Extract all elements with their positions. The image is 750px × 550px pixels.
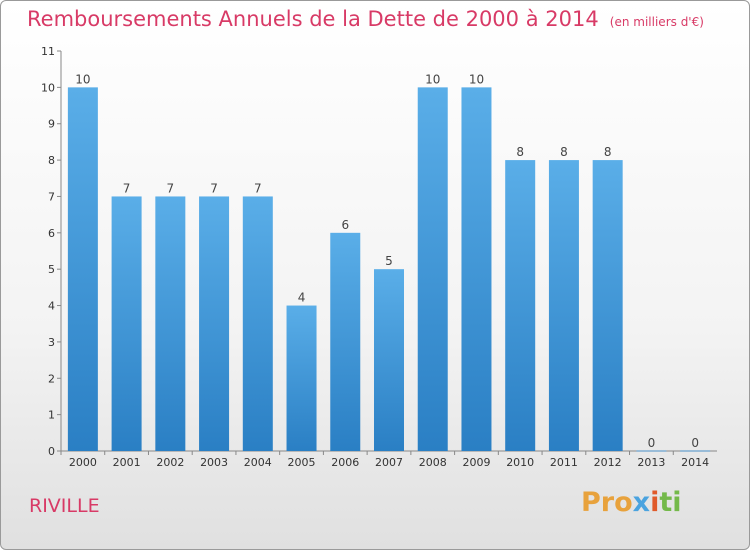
x-tick-label: 2008 [419, 456, 447, 469]
bar [505, 160, 536, 451]
bar [155, 196, 186, 451]
commune-name: RIVILLE [29, 495, 100, 517]
y-tick-label: 7 [48, 190, 55, 203]
data-label: 7 [123, 181, 131, 195]
bar [286, 305, 317, 451]
logo-part-4: ti [659, 487, 682, 518]
x-tick-label: 2013 [637, 456, 665, 469]
y-tick-label: 4 [48, 300, 55, 313]
title-row: Remboursements Annuels de la Dette de 20… [27, 7, 704, 31]
y-tick-label: 1 [48, 409, 55, 422]
bar [374, 269, 404, 451]
chart-title: Remboursements Annuels de la Dette de 20… [27, 7, 599, 31]
bar [548, 160, 579, 451]
x-tick-label: 2001 [113, 456, 141, 469]
chart-unit-note: (en milliers d'€) [609, 15, 704, 29]
logo-part-3: i [650, 487, 660, 518]
data-label: 10 [425, 72, 440, 86]
bar [417, 87, 448, 451]
y-tick-label: 11 [41, 45, 55, 58]
bar [242, 196, 273, 451]
x-tick-label: 2007 [375, 456, 403, 469]
data-label: 8 [560, 145, 568, 159]
data-label: 7 [254, 181, 262, 195]
logo-part-1: Pro [581, 487, 633, 518]
bar [592, 160, 623, 451]
x-tick-label: 2006 [331, 456, 359, 469]
x-tick-label: 2004 [244, 456, 272, 469]
y-tick-label: 5 [48, 263, 55, 276]
x-tick-label: 2010 [506, 456, 534, 469]
data-label: 0 [648, 436, 656, 450]
logo-part-2: x [632, 487, 651, 518]
bar [67, 87, 98, 451]
y-tick-label: 0 [48, 445, 55, 458]
data-label: 10 [469, 72, 484, 86]
bar [461, 87, 492, 451]
data-label: 8 [604, 145, 612, 159]
y-tick-label: 10 [41, 81, 55, 94]
x-tick-label: 2009 [462, 456, 490, 469]
x-tick-label: 2002 [156, 456, 184, 469]
data-label: 6 [341, 218, 349, 232]
data-label: 8 [516, 145, 524, 159]
y-tick-label: 8 [48, 154, 55, 167]
proxiti-logo: Proxiti [581, 487, 682, 518]
bar [111, 196, 142, 451]
y-tick-label: 9 [48, 118, 55, 131]
x-tick-label: 2012 [594, 456, 622, 469]
bar [330, 232, 361, 451]
x-tick-label: 2011 [550, 456, 578, 469]
bar [199, 196, 230, 451]
y-tick-label: 6 [48, 227, 55, 240]
data-label: 5 [385, 254, 393, 268]
y-tick-label: 2 [48, 372, 55, 385]
x-tick-label: 2003 [200, 456, 228, 469]
data-label: 0 [691, 436, 699, 450]
x-tick-label: 2005 [288, 456, 316, 469]
data-label: 4 [298, 291, 306, 305]
y-tick-label: 3 [48, 336, 55, 349]
x-tick-label: 2000 [69, 456, 97, 469]
data-label: 7 [210, 181, 218, 195]
data-label: 10 [75, 72, 90, 86]
data-label: 7 [167, 181, 175, 195]
x-tick-label: 2014 [681, 456, 709, 469]
